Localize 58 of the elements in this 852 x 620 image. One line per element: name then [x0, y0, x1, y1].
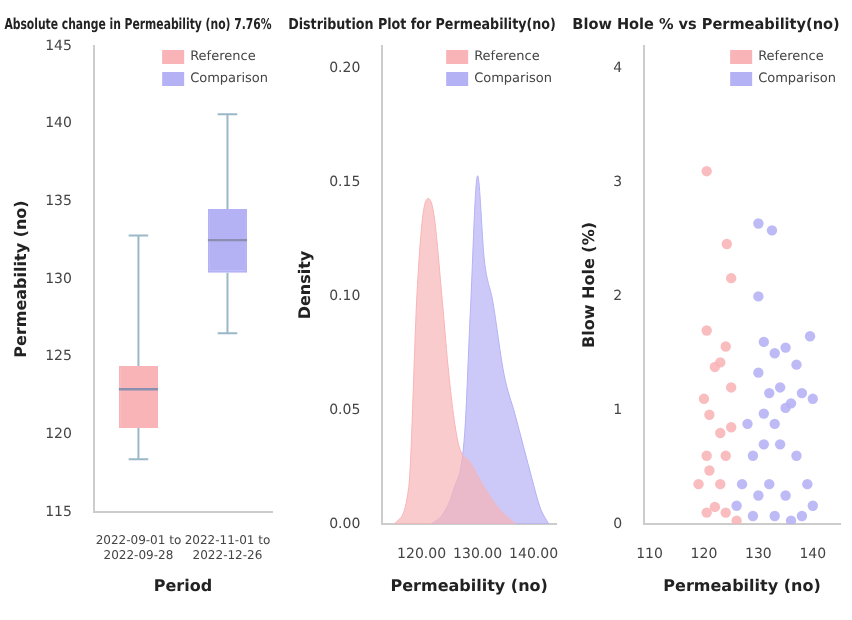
point [753, 490, 764, 501]
point [753, 291, 764, 302]
point [796, 387, 808, 399]
point [785, 515, 797, 524]
point [731, 500, 742, 511]
point [715, 357, 726, 368]
point [747, 450, 759, 461]
point [693, 478, 704, 490]
point [725, 382, 737, 393]
point [721, 238, 733, 250]
point [780, 342, 791, 353]
point [720, 341, 731, 352]
y-axis-title: Density [295, 249, 314, 320]
point [736, 478, 748, 490]
point [769, 418, 780, 430]
point [780, 402, 791, 414]
point [758, 336, 770, 348]
point [769, 510, 780, 522]
point [701, 325, 712, 336]
point [701, 165, 712, 177]
point [720, 450, 731, 461]
point [802, 478, 813, 490]
point [774, 439, 786, 450]
point [780, 490, 791, 501]
point [715, 478, 726, 490]
point [764, 478, 775, 490]
point [766, 225, 778, 236]
point [709, 501, 721, 513]
point [804, 331, 816, 342]
x-axis-title: Permeability (no) [663, 576, 821, 595]
point [725, 272, 737, 284]
point [769, 348, 780, 359]
point [758, 439, 770, 450]
point [758, 408, 770, 419]
y-axis-title: Permeability (no) [11, 200, 30, 358]
point [753, 367, 764, 378]
point [774, 382, 786, 393]
point [731, 515, 742, 524]
point [791, 450, 802, 461]
point [791, 359, 802, 370]
point [807, 393, 818, 405]
point [704, 465, 715, 476]
point [715, 427, 726, 439]
point [704, 409, 715, 420]
point [720, 507, 731, 518]
x-axis-title: Permeability (no) [390, 576, 548, 595]
point [701, 450, 712, 461]
point [747, 510, 759, 522]
point [764, 387, 775, 399]
point [807, 500, 818, 511]
point [725, 422, 737, 433]
point [698, 393, 710, 405]
point [742, 418, 753, 430]
y-axis-title: Blow Hole (%) [579, 222, 598, 348]
point [753, 218, 764, 229]
x-axis-title: Period [153, 576, 213, 595]
point [796, 510, 808, 522]
point [701, 507, 712, 518]
